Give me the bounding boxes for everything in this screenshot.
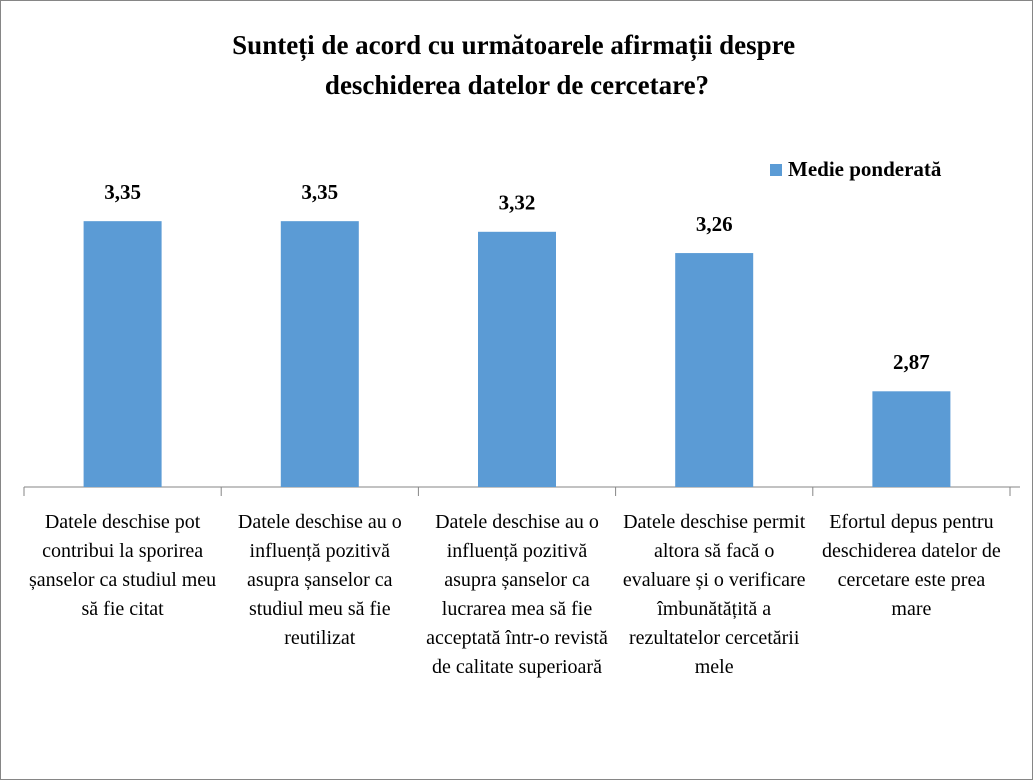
bar — [280, 221, 359, 487]
data-label: 3,26 — [696, 212, 733, 236]
bar — [478, 231, 556, 487]
legend-label: Medie ponderată — [788, 157, 942, 181]
data-label: 3,32 — [499, 191, 536, 215]
x-tick-label: Datele deschise pot contribui la sporire… — [29, 511, 217, 620]
legend-swatch — [770, 164, 782, 176]
bar — [872, 391, 951, 487]
data-label: 3,35 — [104, 180, 141, 204]
x-tick-label: Datele deschise au o influență pozitivă … — [237, 511, 402, 649]
data-label: 2,87 — [893, 350, 930, 374]
x-tick-label: Datele deschise permit altora să facă o … — [622, 511, 806, 678]
bar — [83, 221, 162, 487]
chart-title: Sunteți de acord cu următoarele afirmați… — [232, 30, 802, 100]
bar — [675, 253, 754, 487]
x-tick-label: Datele deschise au o influență pozitivă … — [426, 511, 608, 678]
x-tick-label: Efortul depus pentru deschiderea datelor… — [821, 511, 1001, 620]
data-label: 3,35 — [301, 180, 338, 204]
